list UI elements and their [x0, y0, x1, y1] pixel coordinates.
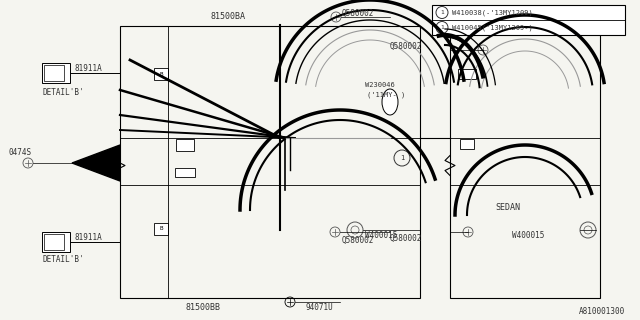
Text: DETAIL'B': DETAIL'B'	[42, 255, 84, 265]
Text: Q580002: Q580002	[390, 234, 422, 243]
Bar	[432, 5, 625, 35]
Text: W410045('13MY1209-): W410045('13MY1209-)	[452, 24, 532, 31]
Text: B: B	[159, 71, 163, 76]
Text: B: B	[159, 227, 163, 231]
Text: 1: 1	[400, 155, 404, 161]
Bar	[175, 167, 195, 177]
Bar	[460, 139, 474, 149]
Ellipse shape	[382, 89, 398, 115]
Bar	[176, 139, 194, 151]
Text: 81911A: 81911A	[74, 233, 102, 242]
Bar	[450, 26, 600, 298]
Text: W400015: W400015	[512, 231, 545, 241]
Bar	[44, 234, 64, 250]
Text: 0474S: 0474S	[8, 148, 31, 156]
Text: A810001300: A810001300	[579, 308, 625, 316]
Bar	[154, 223, 168, 235]
Text: ('11MY- ): ('11MY- )	[367, 92, 405, 98]
Text: W410038(-'13MY1209): W410038(-'13MY1209)	[452, 9, 532, 16]
Text: W400015: W400015	[365, 231, 397, 241]
Text: 81911A: 81911A	[74, 63, 102, 73]
Bar	[458, 69, 476, 79]
Bar	[120, 26, 420, 298]
Polygon shape	[72, 145, 120, 181]
Text: 1: 1	[440, 25, 444, 30]
Bar	[154, 68, 168, 80]
Bar	[42, 232, 70, 252]
Bar	[42, 63, 70, 83]
Text: 1: 1	[440, 10, 444, 15]
Text: Q580002: Q580002	[342, 9, 374, 18]
Text: DETAIL'B': DETAIL'B'	[42, 87, 84, 97]
Text: 81500BB: 81500BB	[185, 303, 220, 313]
Text: SEDAN: SEDAN	[495, 204, 520, 212]
Text: 81500BA: 81500BA	[210, 12, 245, 20]
Text: Q580002: Q580002	[342, 236, 374, 244]
Text: W230046: W230046	[365, 82, 395, 88]
Text: 94071U: 94071U	[305, 303, 333, 313]
Text: Q580002: Q580002	[390, 42, 422, 51]
Bar	[44, 65, 64, 81]
